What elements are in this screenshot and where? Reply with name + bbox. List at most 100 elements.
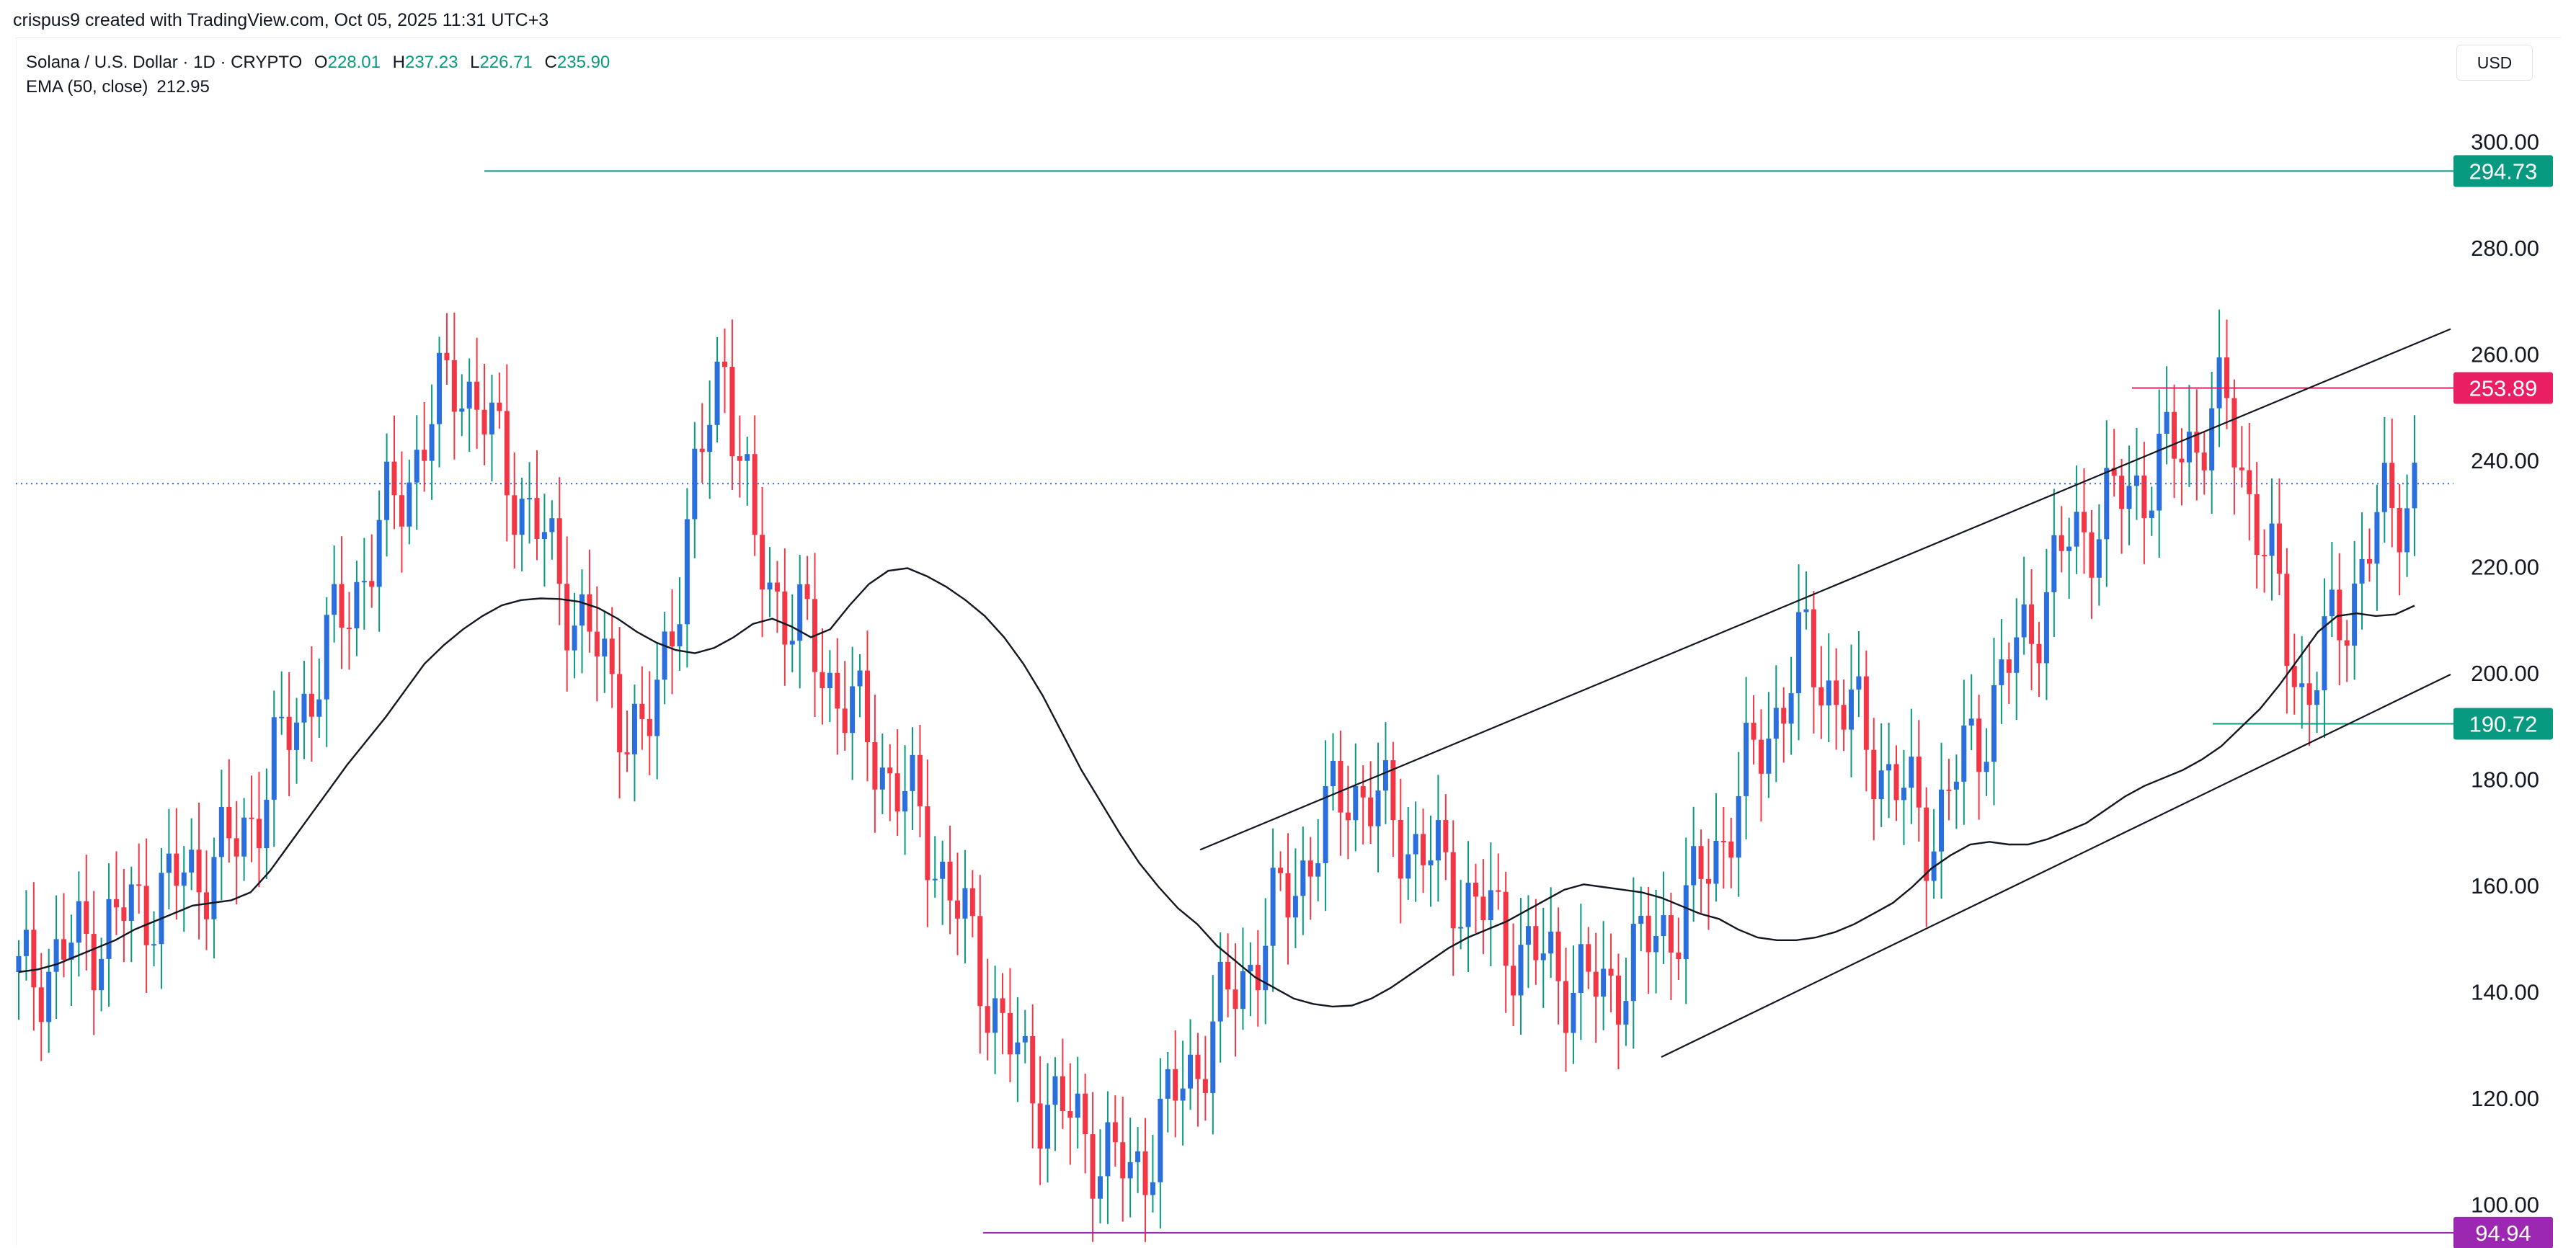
candle-body	[1210, 1021, 1216, 1093]
candle-body	[1826, 680, 1831, 705]
candle-body	[211, 857, 217, 919]
candle-body	[541, 532, 547, 539]
candle-body	[2043, 592, 2049, 664]
price-label-bg	[2453, 708, 2553, 740]
candle-body	[1315, 863, 1321, 877]
candle-body	[1796, 612, 1802, 694]
candle-body	[534, 498, 540, 539]
candle-body	[1112, 1122, 1118, 1143]
candle-body	[729, 367, 735, 457]
price-label-badge: 294.73	[2453, 155, 2553, 187]
candle-body	[1691, 846, 1697, 886]
candle-body	[609, 638, 615, 674]
candle-body	[271, 717, 277, 800]
candle-body	[2306, 683, 2312, 705]
candle-body	[407, 482, 412, 527]
candle-body	[466, 381, 472, 409]
candle-body	[2374, 512, 2380, 564]
candle-body	[1886, 764, 1892, 771]
overlays-layer	[16, 170, 2453, 1234]
candle-body	[1638, 915, 1644, 924]
candle-body	[1999, 659, 2004, 685]
candle-body	[556, 518, 562, 584]
candle-body	[707, 424, 713, 453]
candle-body	[721, 361, 727, 367]
candle-body	[2231, 398, 2237, 468]
price-label-bg	[2453, 372, 2553, 404]
candle-body	[1300, 860, 1306, 896]
attribution-text: crispus9 created with TradingView.com, O…	[13, 10, 549, 30]
candle-body	[955, 900, 961, 919]
candle-body	[1608, 968, 1614, 976]
candle-body	[1503, 891, 1509, 966]
currency-button[interactable]: USD	[2456, 45, 2533, 81]
ema-value: 212.95	[156, 77, 210, 97]
candle-body	[940, 861, 946, 879]
candle-body	[1120, 1142, 1126, 1179]
close-label: C	[544, 53, 557, 72]
candle-body	[1803, 609, 1809, 612]
candle-body	[1788, 693, 1794, 724]
candle-body	[527, 498, 533, 500]
candle-body	[346, 628, 352, 630]
candle-body	[992, 998, 998, 1033]
candle-body	[820, 672, 825, 689]
ema-row: EMA (50, close) 212.95	[26, 75, 610, 99]
candle-body	[2179, 458, 2185, 463]
candle-body	[1976, 718, 1982, 772]
candle-body	[1623, 1001, 1629, 1025]
candle-body	[1398, 820, 1403, 879]
candle-body	[241, 817, 247, 857]
candle-body	[113, 899, 119, 908]
candle-body	[301, 693, 307, 723]
candle-body	[1668, 915, 1674, 953]
candle-body	[1428, 860, 1434, 865]
price-axis-tick: 200.00	[2471, 661, 2539, 686]
candle-body	[512, 495, 518, 535]
candle-body	[1834, 680, 1839, 705]
candle-body	[31, 930, 37, 988]
candle-body	[2186, 432, 2192, 463]
candle-body	[376, 520, 382, 587]
price-axis: 100.00 120.00 140.00 160.00 180.00 200.00 220.…	[2453, 130, 2553, 1248]
candle-body	[1405, 854, 1411, 879]
candle-body	[910, 754, 915, 791]
candle-body	[1841, 705, 1847, 730]
candle-body	[2322, 616, 2327, 691]
candle-body	[286, 716, 292, 750]
candle-body	[564, 584, 570, 651]
candle-body	[670, 631, 675, 647]
price-axis-tick: 120.00	[2471, 1086, 2539, 1111]
candle-body	[1278, 868, 1284, 873]
candle-body	[1630, 924, 1636, 1002]
candle-body	[361, 581, 367, 583]
candle-body	[1645, 915, 1651, 953]
candle-body	[879, 767, 885, 790]
symbol-title[interactable]: Solana / U.S. Dollar · 1D · CRYPTO	[26, 53, 303, 72]
price-axis-tick: 300.00	[2471, 130, 2539, 155]
candle-body	[196, 850, 202, 893]
candle-body	[1878, 770, 1884, 800]
candle-body	[68, 942, 74, 960]
price-axis-tick: 260.00	[2471, 342, 2539, 367]
chart-pane[interactable]	[16, 37, 2561, 1246]
candle-body	[1052, 1076, 1058, 1105]
candle-body	[1097, 1176, 1103, 1199]
candle-body	[1465, 883, 1471, 927]
candle-body	[2299, 683, 2305, 687]
candle-body	[1390, 760, 1396, 821]
candle-body	[1848, 689, 1854, 730]
candle-body	[587, 594, 592, 632]
candle-body	[1217, 961, 1223, 1022]
candle-body	[324, 615, 329, 700]
candle-body	[774, 582, 780, 592]
candle-body	[1736, 795, 1741, 858]
candle-body	[864, 670, 870, 743]
candle-body	[2074, 512, 2079, 547]
price-axis-tick: 280.00	[2471, 236, 2539, 261]
candle-body	[760, 535, 765, 590]
candle-body	[887, 767, 893, 774]
candle-body	[1353, 785, 1359, 821]
ema-label[interactable]: EMA (50, close)	[26, 77, 148, 97]
